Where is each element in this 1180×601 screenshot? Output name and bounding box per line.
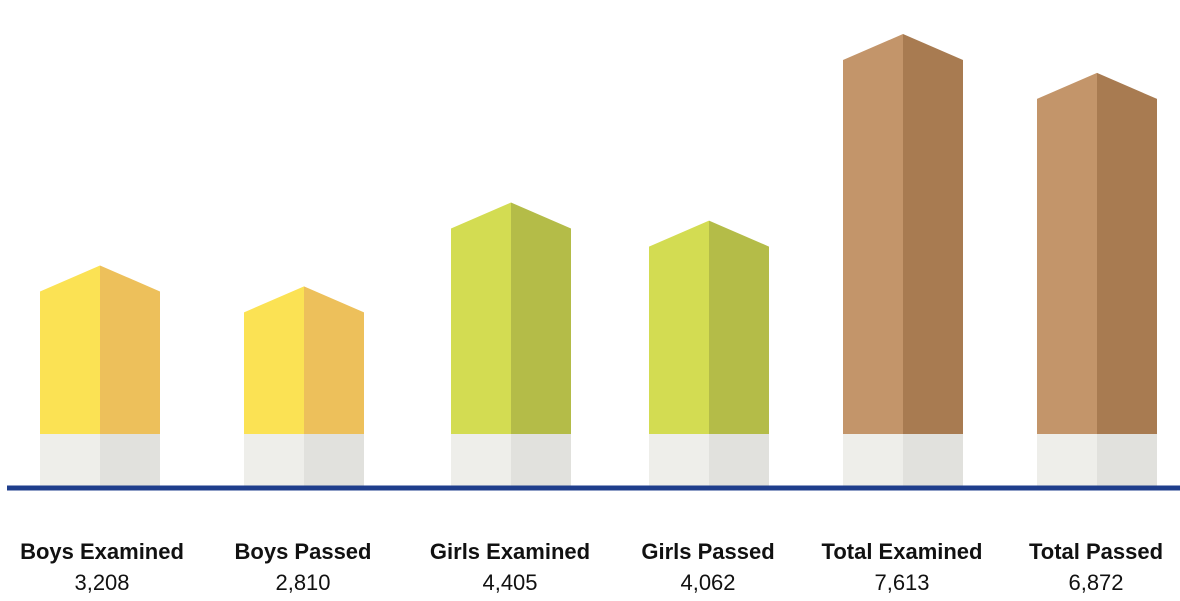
bar-face-right-girls-examined [511, 202, 571, 434]
bar-face-right-girls-passed [709, 220, 769, 434]
bar-total-examined [843, 34, 963, 486]
bars-group [40, 34, 1157, 486]
bar-boys-passed [244, 286, 364, 486]
value-label-girls-examined: 4,405 [482, 570, 537, 595]
value-label-total-examined: 7,613 [874, 570, 929, 595]
bar-face-right-boys-passed [304, 286, 364, 434]
bar-face-left-boys-passed [244, 286, 304, 434]
bar-boys-examined [40, 265, 160, 486]
value-label-boys-examined: 3,208 [74, 570, 129, 595]
category-label-boys-examined: Boys Examined [20, 539, 184, 564]
bar-base-left-total-examined [843, 434, 903, 486]
bar-base-left-girls-examined [451, 434, 511, 486]
value-label-girls-passed: 4,062 [680, 570, 735, 595]
bar-base-left-boys-passed [244, 434, 304, 486]
bar-base-right-total-examined [903, 434, 963, 486]
bar-face-left-boys-examined [40, 265, 100, 434]
bar-base-right-boys-examined [100, 434, 160, 486]
category-label-total-passed: Total Passed [1029, 539, 1163, 564]
bar-base-right-total-passed [1097, 434, 1157, 486]
bar-base-left-total-passed [1037, 434, 1097, 486]
bar-face-left-total-passed [1037, 72, 1097, 434]
bar-face-left-girls-passed [649, 220, 709, 434]
bar-base-right-girls-passed [709, 434, 769, 486]
bar-base-left-girls-passed [649, 434, 709, 486]
bar-face-right-total-passed [1097, 72, 1157, 434]
bar-girls-examined [451, 202, 571, 486]
value-label-boys-passed: 2,810 [275, 570, 330, 595]
bar-face-left-total-examined [843, 34, 903, 434]
value-label-total-passed: 6,872 [1068, 570, 1123, 595]
category-label-total-examined: Total Examined [822, 539, 983, 564]
bar-face-left-girls-examined [451, 202, 511, 434]
bar-face-right-total-examined [903, 34, 963, 434]
bar-face-right-boys-examined [100, 265, 160, 434]
category-label-girls-examined: Girls Examined [430, 539, 590, 564]
bar-base-left-boys-examined [40, 434, 100, 486]
bar-base-right-girls-examined [511, 434, 571, 486]
bar-total-passed [1037, 72, 1157, 486]
category-label-girls-passed: Girls Passed [641, 539, 774, 564]
bar-base-right-boys-passed [304, 434, 364, 486]
category-label-boys-passed: Boys Passed [235, 539, 372, 564]
bar-girls-passed [649, 220, 769, 486]
